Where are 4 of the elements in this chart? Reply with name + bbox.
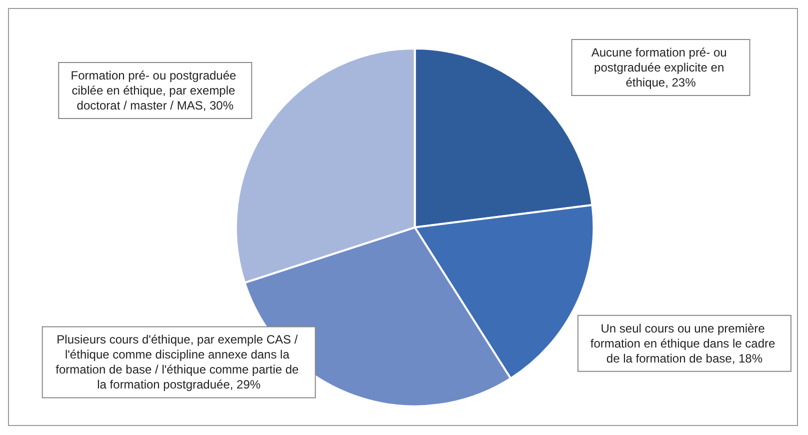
slice-label: Aucune formation pré- ou postgraduée explicite en éthique, 23% xyxy=(591,46,730,90)
slice-label: Un seul cours ou une première formation en éthique dans le cadre de la formation de base, 18% xyxy=(590,321,779,366)
slice-label: Formation pré- ou postgraduée ciblée en éthique, par exemple doctorat / master / MAS, 30% xyxy=(70,68,240,113)
slice-label: Plusieurs cours d'éthique, par exemple CAS / l'éthique comme discipline annexe dans la formation de base / l'éthique comme partie de la formation postgraduée, 29% xyxy=(56,332,302,392)
